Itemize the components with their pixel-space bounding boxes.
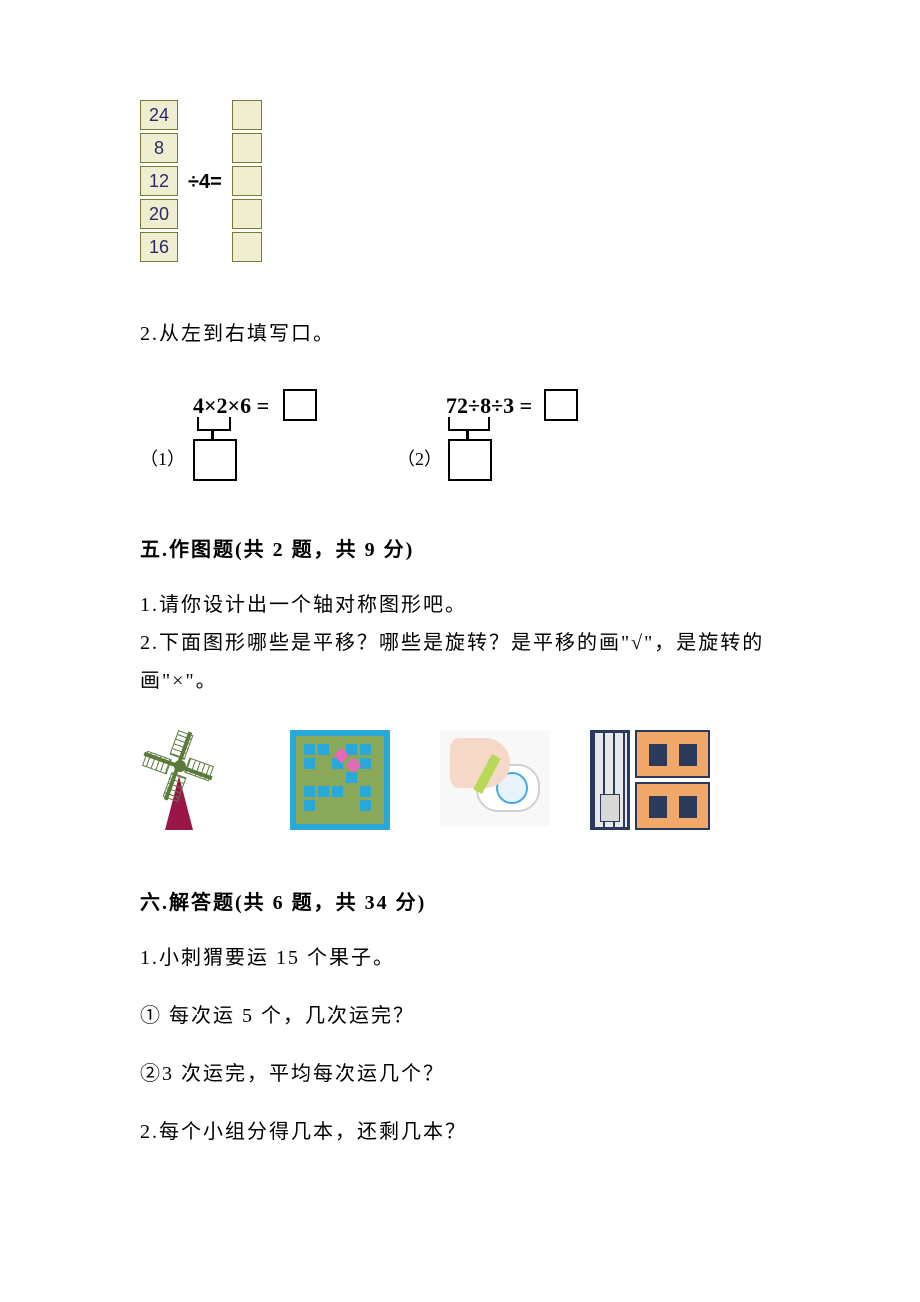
figure-pencil-sharpener	[440, 730, 550, 826]
figure-elevator-building	[590, 730, 720, 826]
division-inputs-column: 24 8 12 20 16	[140, 100, 178, 265]
division-cell: 12	[140, 166, 178, 196]
division-operator: ÷4=	[184, 171, 226, 194]
bracket-icon	[197, 417, 231, 431]
division-result-cell[interactable]	[232, 166, 262, 196]
building-icon	[590, 730, 710, 830]
item-label: （1）	[140, 445, 185, 471]
division-table: 24 8 12 20 16 ÷4=	[140, 100, 780, 265]
expression-text: 4×2×6 =	[193, 393, 269, 419]
question-text: 2.下面图形哪些是平移？哪些是旋转？是平移的画"√"，是旋转的画"×"。	[140, 624, 780, 700]
question-text: 1.小刺猬要运 15 个果子。	[140, 939, 780, 977]
division-results-column	[232, 100, 262, 265]
expression-row: （1） 4×2×6 = （2） 72÷8÷3 =	[140, 393, 780, 483]
game-board-icon	[290, 730, 390, 830]
figure-game-board	[290, 730, 400, 826]
question-text: 1.请你设计出一个轴对称图形吧。	[140, 586, 780, 624]
answer-box[interactable]	[193, 439, 237, 481]
question-prompt: 2.从左到右填写口。	[140, 315, 780, 353]
expression-diagram: 72÷8÷3 =	[444, 393, 594, 483]
question-subtext: ②3 次运完，平均每次运几个？	[140, 1055, 780, 1093]
division-result-cell[interactable]	[232, 199, 262, 229]
division-cell: 24	[140, 100, 178, 130]
division-cell: 8	[140, 133, 178, 163]
sharpener-icon	[440, 730, 550, 826]
expression-item-2: （2） 72÷8÷3 =	[397, 393, 594, 483]
division-result-cell[interactable]	[232, 232, 262, 262]
question-text: 2.每个小组分得几本，还剩几本？	[140, 1113, 780, 1151]
item-label: （2）	[397, 445, 442, 471]
figure-windmill	[140, 730, 250, 826]
bracket-stem	[211, 429, 214, 439]
answer-box[interactable]	[544, 389, 578, 421]
section-heading: 五.作图题(共 2 题，共 9 分)	[140, 533, 780, 562]
bracket-stem	[466, 429, 469, 439]
division-result-cell[interactable]	[232, 100, 262, 130]
division-cell: 16	[140, 232, 178, 262]
division-cell: 20	[140, 199, 178, 229]
page-content: 24 8 12 20 16 ÷4= 2.从左到右填写口。 （1） 4×2×6 =	[0, 0, 920, 1241]
figure-row	[140, 730, 780, 826]
expression-item-1: （1） 4×2×6 =	[140, 393, 337, 483]
answer-box[interactable]	[283, 389, 317, 421]
division-result-cell[interactable]	[232, 133, 262, 163]
windmill-hub-icon	[174, 760, 186, 772]
bracket-icon	[448, 417, 490, 431]
question-subtext: ① 每次运 5 个，几次运完？	[140, 997, 780, 1035]
expression-diagram: 4×2×6 =	[187, 393, 337, 483]
section-heading: 六.解答题(共 6 题，共 34 分)	[140, 886, 780, 915]
expression-text: 72÷8÷3 =	[446, 393, 532, 419]
answer-box[interactable]	[448, 439, 492, 481]
